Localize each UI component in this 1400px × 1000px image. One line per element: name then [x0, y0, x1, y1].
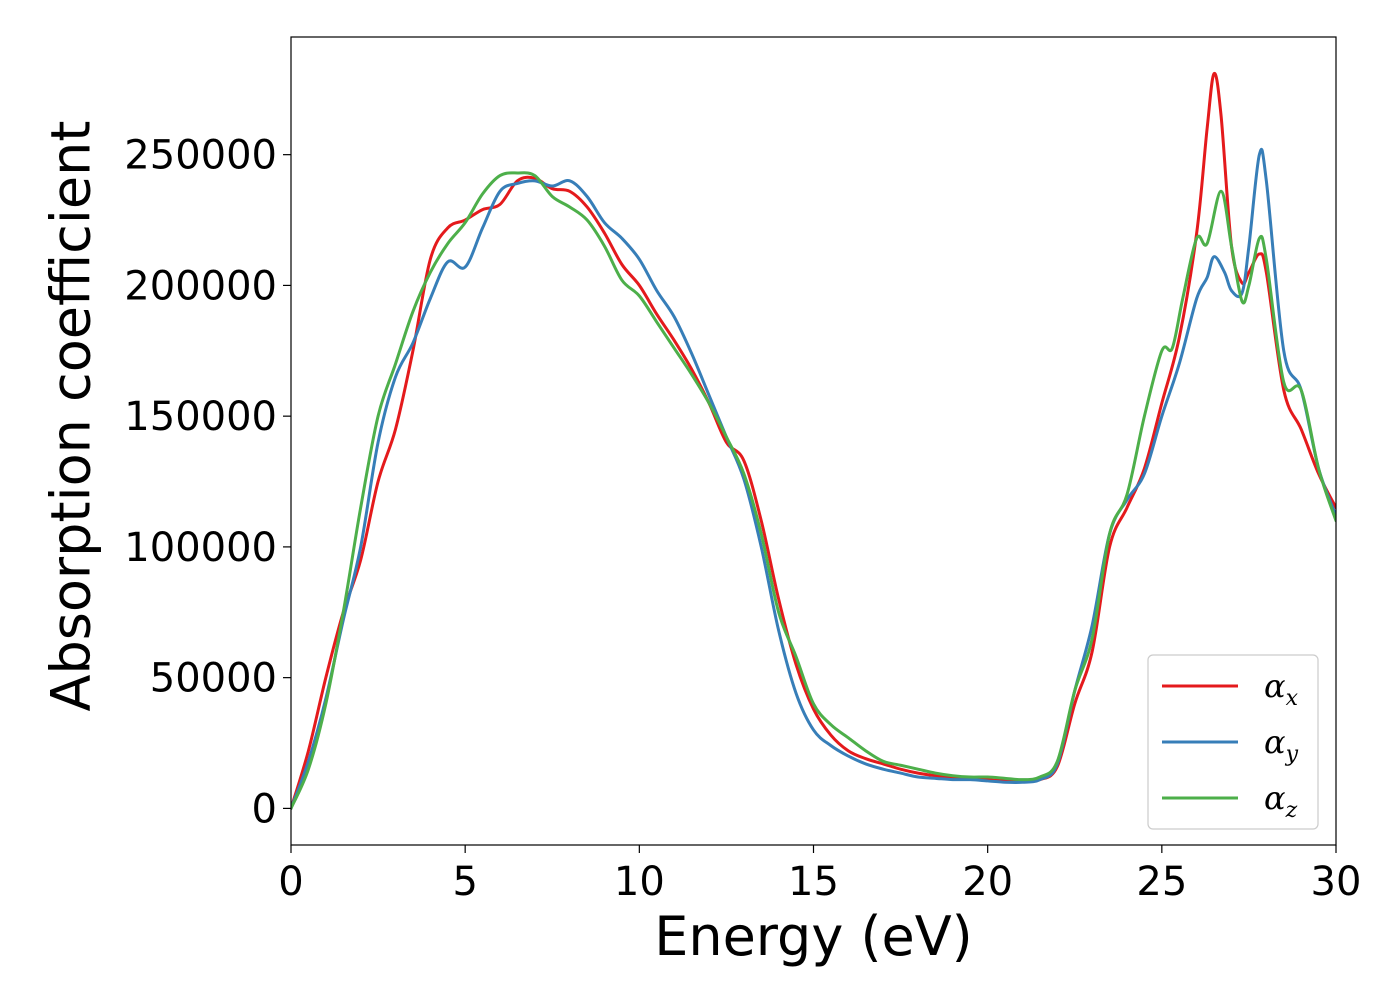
x-tick-label: 25 — [1136, 859, 1187, 905]
series-line-x — [291, 72, 1336, 810]
legend-item-z: αz — [1162, 779, 1298, 823]
y-tick-label: 200000 — [124, 263, 277, 309]
x-tick-label: 5 — [452, 859, 477, 905]
x-tick-label: 20 — [962, 859, 1013, 905]
series-line-z — [291, 171, 1336, 810]
legend: αx αy αz — [1147, 654, 1319, 830]
legend-label: αx — [1264, 667, 1299, 711]
plot-area — [291, 72, 1336, 810]
x-axis: 0 5 10 15 20 25 30 — [278, 845, 1361, 905]
legend-item-y: αy — [1162, 723, 1299, 767]
series-line-y — [291, 148, 1336, 810]
y-tick-label: 100000 — [124, 525, 277, 571]
x-axis-label: Energy (eV) — [654, 905, 973, 968]
x-tick-label: 30 — [1311, 859, 1362, 905]
y-axis-label: Absorption coefficient — [40, 121, 103, 712]
y-tick-label: 50000 — [150, 656, 277, 702]
x-tick-label: 0 — [278, 859, 303, 905]
y-tick-label: 150000 — [124, 394, 277, 440]
y-tick-label: 0 — [252, 786, 277, 832]
legend-label: αz — [1264, 779, 1298, 823]
y-axis: 0 50000 100000 150000 200000 250000 — [124, 133, 291, 832]
legend-label: αy — [1264, 723, 1299, 767]
x-tick-label: 15 — [788, 859, 839, 905]
y-tick-label: 250000 — [124, 133, 277, 179]
legend-item-x: αx — [1162, 667, 1299, 711]
x-tick-label: 10 — [614, 859, 665, 905]
